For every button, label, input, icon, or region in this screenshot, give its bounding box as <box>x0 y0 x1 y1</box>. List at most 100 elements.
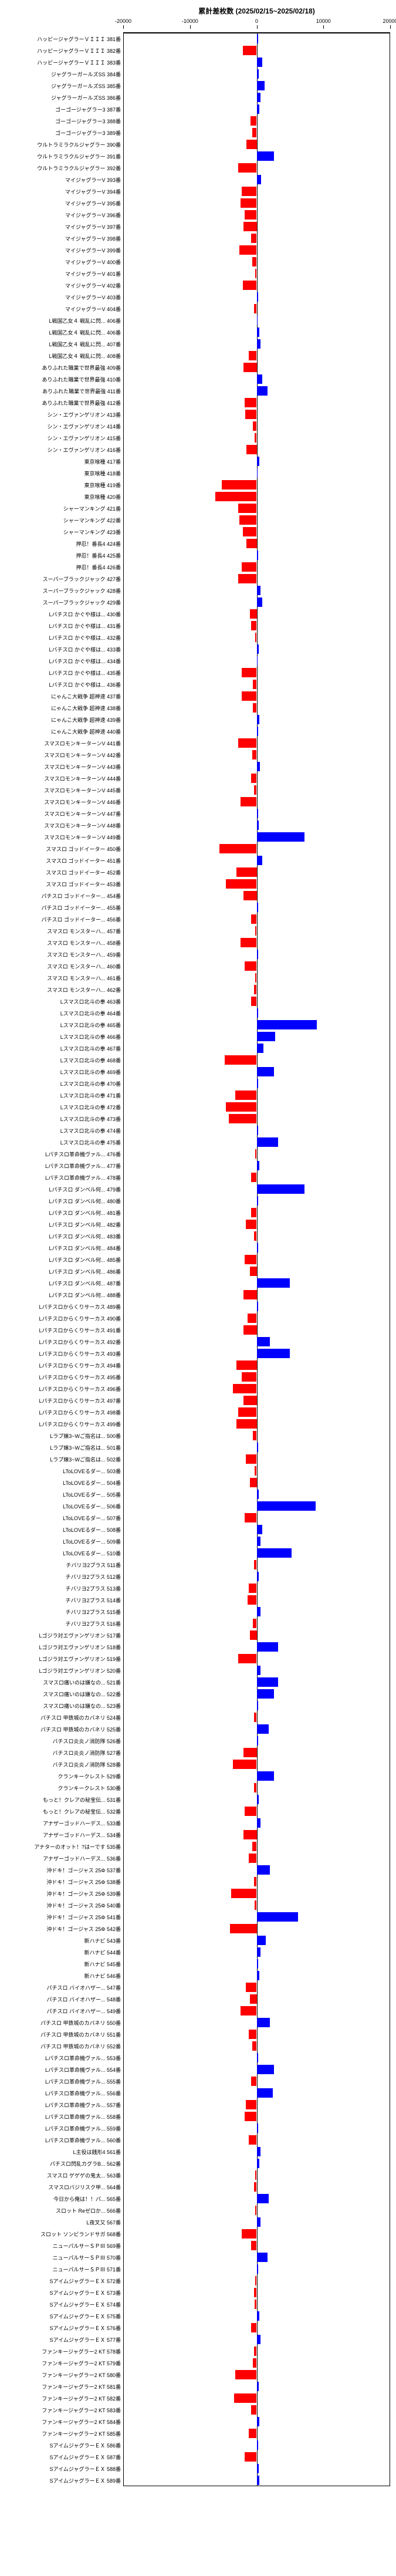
bar <box>246 140 256 149</box>
row-track <box>123 80 390 92</box>
row-label: アナザーゴッドハーデス... 534番 <box>6 1831 123 1839</box>
zero-line <box>257 1418 258 1430</box>
bar <box>257 81 265 90</box>
bar <box>257 316 258 325</box>
zero-line <box>257 2404 258 2416</box>
bar <box>243 1748 257 1757</box>
zero-line <box>257 690 258 702</box>
chart-row: スマスロ ゲゲゲの鬼太... 563番 <box>6 2169 390 2181</box>
chart-row: スマスロモンキーターンV 446番 <box>6 796 390 808</box>
row-track <box>123 1852 390 1864</box>
row-label: SアイムジャグラーＥＸ 589番 <box>6 2477 123 2484</box>
chart-row: Lパチスロ革命機ヴァル... 554番 <box>6 2064 390 2075</box>
row-track <box>123 2416 390 2428</box>
bar <box>245 2112 256 2121</box>
row-track <box>123 1641 390 1653</box>
row-track <box>123 549 390 561</box>
zero-line <box>257 913 258 925</box>
row-label: Lスマスロ北斗の拳 467番 <box>6 1045 123 1052</box>
chart-row: Lスマスロ北斗の拳 465番 <box>6 1019 390 1031</box>
row-track <box>123 890 390 902</box>
chart-row: Lゴジラ対エヴァンゲリオン 517番 <box>6 1629 390 1641</box>
row-track <box>123 784 390 796</box>
bar <box>257 1302 258 1311</box>
bar <box>257 1865 270 1875</box>
bar <box>257 175 262 184</box>
chart-row: 東京喰種 418番 <box>6 467 390 479</box>
zero-line <box>257 1758 258 1770</box>
chart-row: Lパチスロからくりサーカス 490番 <box>6 1312 390 1324</box>
chart-row: Lバチスロ かぐや様は... 431番 <box>6 620 390 632</box>
row-track <box>123 796 390 808</box>
row-label: 沖ドキ！ゴージャス 25Φ 542番 <box>6 1925 123 1933</box>
bar <box>242 2229 256 2239</box>
zero-line <box>257 2369 258 2381</box>
row-track <box>123 808 390 819</box>
zero-line <box>257 843 258 855</box>
chart-row: シン・エヴァンゲリオン 413番 <box>6 408 390 420</box>
row-track <box>123 1089 390 1101</box>
row-label: アナザーゴッドハーデス... 533番 <box>6 1819 123 1827</box>
row-track <box>123 620 390 632</box>
chart-row: Lパチスロ革命機ヴァル... 553番 <box>6 2052 390 2064</box>
bar <box>236 867 256 877</box>
row-label: スマスロバジリスク甲... 564番 <box>6 2183 123 2191</box>
bar <box>252 128 257 137</box>
zero-line <box>257 2240 258 2251</box>
zero-line <box>257 1312 258 1324</box>
bar <box>254 2182 257 2192</box>
row-track <box>123 1031 390 1042</box>
row-track <box>123 1946 390 1958</box>
chart-row: Lパチスロ革命機ヴァル... 476番 <box>6 1148 390 1160</box>
row-track <box>123 2474 390 2486</box>
row-track <box>123 608 390 620</box>
chart-row: SアイムジャグラーＥＸ 588番 <box>6 2463 390 2474</box>
bar <box>257 93 261 102</box>
bar <box>251 774 256 783</box>
chart-row: Lパチスロ革命機ヴァル... 559番 <box>6 2122 390 2134</box>
row-label: Lパチスロ革命機ヴァル... 556番 <box>6 2089 123 2097</box>
chart-row: Lパチスロ革命機ヴァル... 556番 <box>6 2087 390 2099</box>
row-track <box>123 2287 390 2298</box>
row-label: ゴーゴージャグラー3 389番 <box>6 129 123 137</box>
bar <box>257 1771 275 1781</box>
row-label: スマスロ ゴッドイーター 452番 <box>6 869 123 876</box>
row-track <box>123 2463 390 2474</box>
chart-row: アナザーゴッドハーデス... 536番 <box>6 1852 390 1864</box>
row-label: バチスロ炎炎ノ消防隊 528番 <box>6 1761 123 1768</box>
row-track <box>123 1735 390 1747</box>
zero-line <box>257 749 258 761</box>
zero-line <box>257 502 258 514</box>
chart-row: ハッピージャグラーＶＩＩＩ 382番 <box>6 45 390 56</box>
row-track <box>123 1864 390 1876</box>
chart-row: スマスロモンキーターンV 442番 <box>6 749 390 761</box>
bar <box>231 1889 256 1898</box>
bar <box>236 1360 256 1370</box>
chart-row: マイジャグラーV 399番 <box>6 244 390 256</box>
row-track <box>123 432 390 444</box>
zero-line <box>257 444 258 455</box>
bar <box>257 2088 273 2098</box>
zero-line <box>257 995 258 1007</box>
bar <box>251 116 256 126</box>
bar <box>257 2382 259 2391</box>
x-tick <box>390 25 391 29</box>
row-label: Lスマスロ北斗の拳 463番 <box>6 998 123 1005</box>
row-label: ニューパルサーＳＰⅢ 569番 <box>6 2242 123 2250</box>
chart-row: Lスマスロ北斗の拳 468番 <box>6 1054 390 1066</box>
chart-row: Lパチスロ ダンベル何... 480番 <box>6 1195 390 1207</box>
zero-line <box>257 1148 258 1160</box>
zero-line <box>257 2111 258 2122</box>
zero-line <box>257 1747 258 1758</box>
row-track <box>123 303 390 315</box>
chart-row: SアイムジャグラーＥＸ 572番 <box>6 2275 390 2287</box>
row-track <box>123 2040 390 2052</box>
row-label: Lスマスロ北斗の拳 465番 <box>6 1021 123 1029</box>
row-label: スマスロモンキーターンV 446番 <box>6 798 123 806</box>
zero-line <box>257 526 258 538</box>
bar <box>246 1983 256 1992</box>
row-label: Lラブ嬢3~Wご指名は... 501番 <box>6 1444 123 1451</box>
chart-row: スマスロ ゴッドイーター 451番 <box>6 855 390 866</box>
chart-row: 押忍！番長4 424番 <box>6 538 390 549</box>
row-label: L戦国乙女４ 戦乱に閃... 407番 <box>6 340 123 348</box>
